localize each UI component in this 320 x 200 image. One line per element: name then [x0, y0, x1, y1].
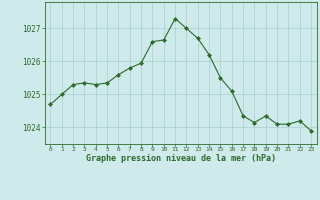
X-axis label: Graphe pression niveau de la mer (hPa): Graphe pression niveau de la mer (hPa) [86, 154, 276, 163]
